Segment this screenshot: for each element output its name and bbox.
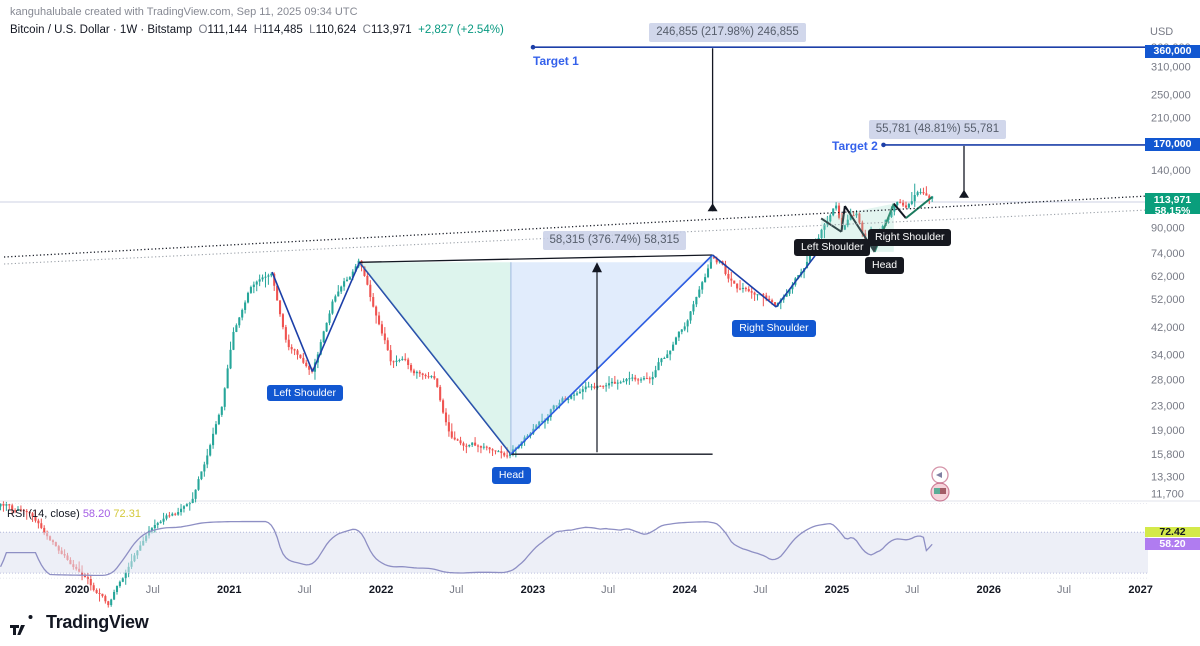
svg-text:2023: 2023: [521, 584, 545, 596]
svg-text:Jul: Jul: [753, 584, 767, 596]
svg-text:2025: 2025: [825, 584, 849, 596]
svg-text:2024: 2024: [672, 584, 697, 596]
svg-text:2022: 2022: [369, 584, 393, 596]
svg-text:11,700: 11,700: [1151, 488, 1184, 500]
svg-text:52,000: 52,000: [1151, 294, 1185, 306]
svg-text:19,000: 19,000: [1151, 425, 1185, 437]
svg-text:42,000: 42,000: [1151, 322, 1185, 334]
svg-text:62,000: 62,000: [1151, 271, 1185, 283]
svg-text:Jul: Jul: [146, 584, 160, 596]
svg-text:Jul: Jul: [298, 584, 312, 596]
svg-text:Jul: Jul: [601, 584, 615, 596]
svg-text:34,000: 34,000: [1151, 349, 1185, 361]
svg-text:2020: 2020: [65, 584, 89, 596]
svg-text:Jul: Jul: [449, 584, 463, 596]
svg-text:2026: 2026: [977, 584, 1001, 596]
svg-text:13,300: 13,300: [1151, 472, 1185, 484]
svg-text:Jul: Jul: [905, 584, 919, 596]
svg-text:2027: 2027: [1128, 584, 1152, 596]
svg-text:250,000: 250,000: [1151, 90, 1191, 102]
svg-text:23,000: 23,000: [1151, 400, 1185, 412]
svg-text:310,000: 310,000: [1151, 62, 1191, 74]
svg-text:74,000: 74,000: [1151, 248, 1185, 260]
svg-text:2021: 2021: [217, 584, 241, 596]
svg-text:90,000: 90,000: [1151, 223, 1185, 235]
svg-text:140,000: 140,000: [1151, 165, 1191, 177]
svg-text:28,000: 28,000: [1151, 375, 1185, 387]
svg-text:15,800: 15,800: [1151, 449, 1185, 461]
svg-text:Jul: Jul: [1057, 584, 1071, 596]
svg-text:210,000: 210,000: [1151, 112, 1191, 124]
